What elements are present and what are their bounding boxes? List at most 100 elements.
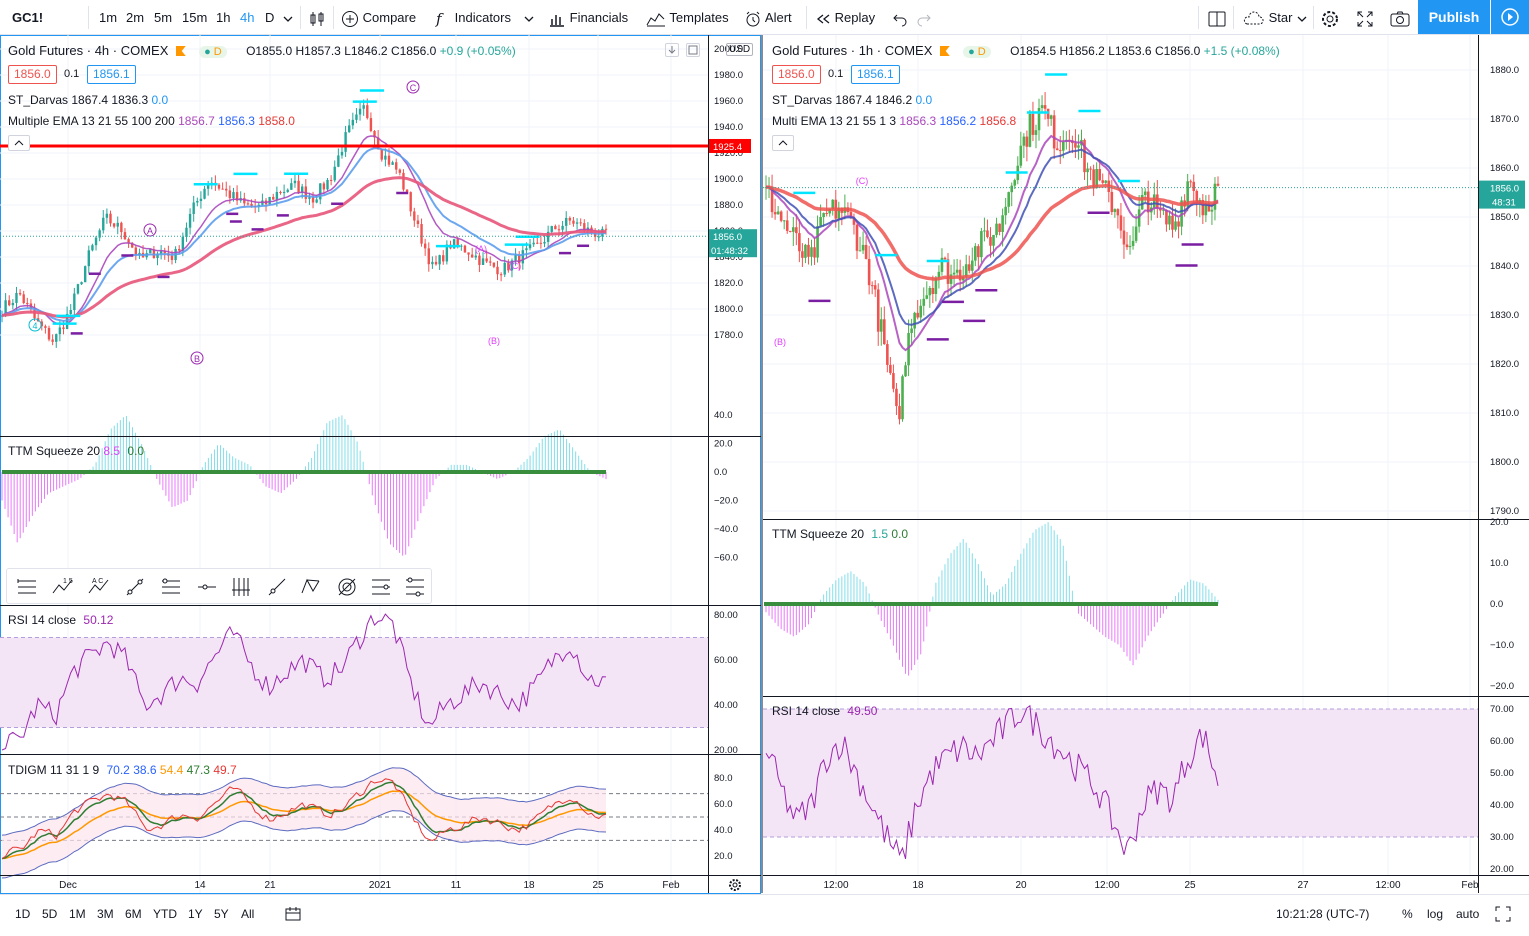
chart-type-candles-icon[interactable] xyxy=(308,0,326,35)
layout-split-icon[interactable] xyxy=(1207,0,1227,35)
candle-body xyxy=(1083,139,1086,173)
horizontal-ray-tool-icon[interactable] xyxy=(195,575,219,599)
alert-button[interactable]: Alert xyxy=(744,0,792,35)
fib-extension-tool-icon[interactable] xyxy=(403,575,427,599)
candle-body xyxy=(105,213,109,218)
percent-scale-toggle[interactable]: % xyxy=(1402,907,1413,921)
sell-price-box[interactable]: 1856.0 xyxy=(772,65,821,84)
left-chart-pane[interactable]: 4 A B C (A) (B) (C) xyxy=(0,35,761,894)
range-5y[interactable]: 5Y xyxy=(214,907,229,921)
trend-line-tool-icon[interactable] xyxy=(123,575,147,599)
scroll-down-icon[interactable] xyxy=(665,43,679,57)
buy-price-box[interactable]: 1856.1 xyxy=(87,65,136,84)
interval-15m[interactable]: 15m xyxy=(182,10,208,25)
redo-icon[interactable] xyxy=(916,0,932,35)
publish-button[interactable]: Publish xyxy=(1418,0,1490,34)
right-chart-pane[interactable]: (C) (B) xyxy=(763,35,1478,875)
star-dropdown-icon[interactable] xyxy=(1297,0,1307,35)
buy-price-box[interactable]: 1856.1 xyxy=(851,65,900,84)
settings-gear-icon[interactable] xyxy=(1320,0,1340,35)
fib-tool-icon[interactable] xyxy=(159,575,183,599)
indicator-name: RSI 14 close xyxy=(772,704,841,718)
currency-label[interactable]: USD xyxy=(726,43,754,56)
undo-icon[interactable] xyxy=(892,0,908,35)
drawing-toolbar[interactable]: 1 5 A C xyxy=(6,568,432,604)
tdi-middle-line xyxy=(1,790,607,860)
candle-body xyxy=(528,244,532,249)
left-ttm-legend[interactable]: TTM Squeeze 20 8.5 0.0 xyxy=(8,444,144,458)
indicator-value: 0.0 xyxy=(915,93,933,107)
range-1d[interactable]: 1D xyxy=(15,907,31,921)
top-toolbar: GC1! 1m 2m 5m 15m 1h 4h D Compare ƒ Indi… xyxy=(0,0,1529,35)
channel-tool-icon[interactable] xyxy=(369,575,393,599)
candle-body xyxy=(1040,105,1044,109)
darvas-legend[interactable]: ST_Darvas 1867.4 1836.3 0.0 xyxy=(8,93,168,107)
darvas-legend[interactable]: ST_Darvas 1867.4 1846.2 0.0 xyxy=(772,93,932,107)
publish-video-button[interactable] xyxy=(1490,0,1529,34)
collapse-legend-button[interactable] xyxy=(772,135,794,151)
range-3m[interactable]: 3M xyxy=(97,907,114,921)
interval-1m[interactable]: 1m xyxy=(99,10,118,25)
fullscreen-chart-icon[interactable] xyxy=(1494,905,1512,926)
star-layout-button[interactable]: Star xyxy=(1241,0,1292,35)
interval-4h[interactable]: 4h xyxy=(240,10,255,25)
clock-timezone[interactable]: 10:21:28 (UTC-7) xyxy=(1276,907,1370,921)
ema-legend[interactable]: Multiple EMA 13 21 55 100 200 1856.7 185… xyxy=(8,114,295,128)
candle-body xyxy=(442,255,445,262)
elliott-wave-tool-icon[interactable]: 1 5 xyxy=(51,575,75,599)
templates-button[interactable]: Templates xyxy=(646,0,729,35)
log-scale-toggle[interactable]: log xyxy=(1427,907,1444,921)
range-5d[interactable]: 5D xyxy=(42,907,58,921)
candle-body xyxy=(413,211,416,221)
flag-icon[interactable] xyxy=(175,46,186,56)
range-6m[interactable]: 6M xyxy=(125,907,142,921)
interval-5m[interactable]: 5m xyxy=(154,10,173,25)
range-1m[interactable]: 1M xyxy=(69,907,86,921)
indicator-name: TTM Squeeze 20 xyxy=(8,444,101,458)
gann-fan-tool-icon[interactable] xyxy=(229,575,253,599)
ray-tool-icon[interactable] xyxy=(265,575,289,599)
right-ttm-legend[interactable]: TTM Squeeze 20 1.5 0.0 xyxy=(772,527,908,541)
charts-canvas[interactable]: 4 A B C (A) (B) (C) (C) (B) 2000.0 1980.0 1960.0 1… xyxy=(0,35,1529,894)
gann-square-tool-icon[interactable] xyxy=(335,575,359,599)
compare-button[interactable]: Compare xyxy=(341,0,416,35)
indicators-button[interactable]: ƒ Indicators xyxy=(435,0,511,35)
symbol-search[interactable]: GC1! xyxy=(12,10,44,25)
candle-body xyxy=(98,230,101,238)
goto-date-calendar-icon[interactable] xyxy=(284,905,302,926)
candle-body xyxy=(423,243,427,249)
range-all[interactable]: All xyxy=(241,907,255,921)
rsi-band-background xyxy=(0,637,708,728)
candle-body xyxy=(474,255,477,258)
sell-price-box[interactable]: 1856.0 xyxy=(8,65,57,84)
collapse-legend-button[interactable] xyxy=(8,135,30,151)
candle-body xyxy=(940,257,944,272)
left-rsi-legend[interactable]: RSI 14 close 50.12 xyxy=(8,613,113,627)
pattern-tool-icon[interactable] xyxy=(299,575,323,599)
auto-scale-toggle[interactable]: auto xyxy=(1456,907,1480,921)
indicators-dropdown-icon[interactable] xyxy=(524,0,534,35)
interval-2m[interactable]: 2m xyxy=(126,10,145,25)
wave-label-A: A xyxy=(143,223,157,237)
candle-body xyxy=(904,365,907,377)
maximize-pane-icon[interactable] xyxy=(686,43,700,57)
candle-body xyxy=(293,180,297,184)
right-rsi-legend[interactable]: RSI 14 close 49.50 xyxy=(772,704,877,718)
interval-dropdown-icon[interactable] xyxy=(283,0,293,35)
ema-legend[interactable]: Multi EMA 13 21 55 1 3 1856.3 1856.2 185… xyxy=(772,114,1016,128)
range-1y[interactable]: 1Y xyxy=(188,907,203,921)
fullscreen-icon[interactable] xyxy=(1356,0,1374,35)
candle-body xyxy=(773,212,777,215)
interval-d[interactable]: D xyxy=(265,10,275,25)
financials-button[interactable]: Financials xyxy=(548,0,628,35)
flag-icon[interactable] xyxy=(939,46,950,56)
range-ytd[interactable]: YTD xyxy=(153,907,177,921)
horizontal-lines-tool-icon[interactable] xyxy=(15,575,39,599)
price-axis-label: 1850.0 xyxy=(1490,212,1519,223)
candle-body xyxy=(517,255,521,264)
replay-button[interactable]: Replay xyxy=(815,0,875,35)
snapshot-camera-icon[interactable] xyxy=(1390,0,1410,35)
interval-1h[interactable]: 1h xyxy=(216,10,231,25)
left-tdi-legend[interactable]: TDIGM 11 31 1 9 70.2 38.6 54.4 47.3 49.7 xyxy=(8,763,237,777)
abc-wave-tool-icon[interactable]: A C xyxy=(87,575,111,599)
